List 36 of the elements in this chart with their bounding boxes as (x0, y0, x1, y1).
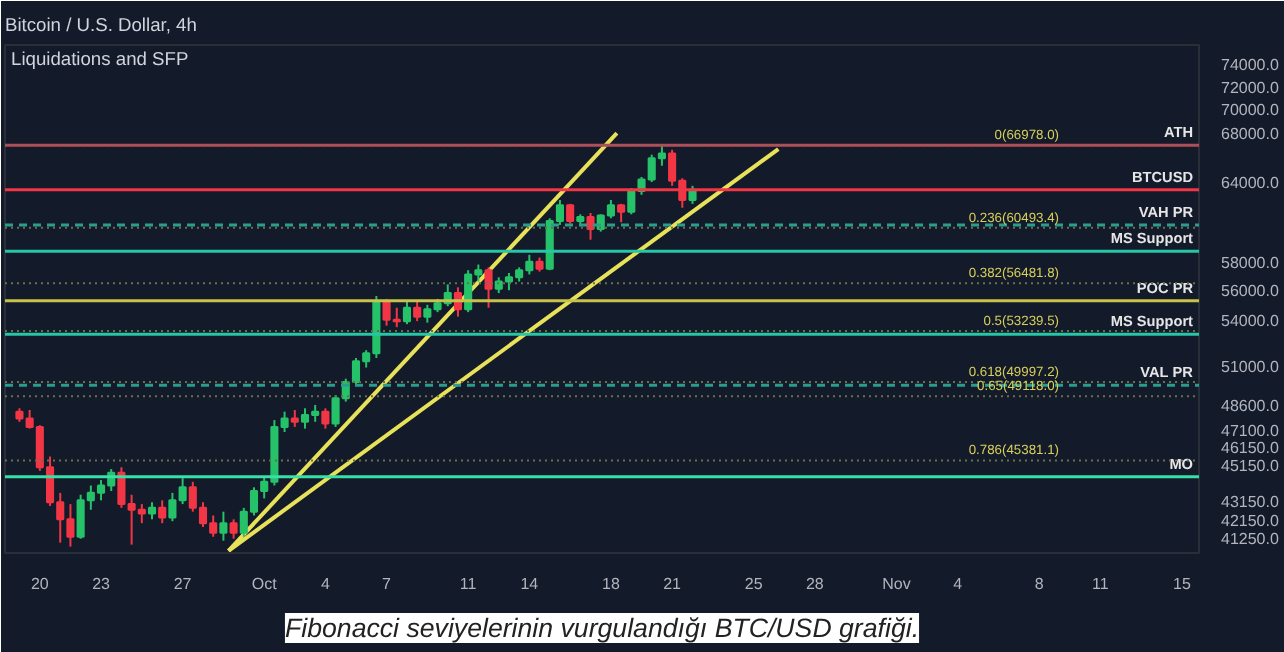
y-tick-label: 58000.0 (1221, 253, 1280, 272)
y-tick-label: 54000.0 (1221, 311, 1280, 330)
x-tick-label: 28 (805, 575, 825, 593)
y-tick-label: 45150.0 (1221, 456, 1280, 475)
x-tick-label: 4 (953, 575, 964, 593)
x-tick-label: 4 (320, 575, 331, 593)
x-tick-label: 14 (520, 575, 540, 593)
chart-subtitle: Liquidations and SFP (11, 49, 189, 69)
y-tick-label: 64000.0 (1221, 174, 1280, 193)
y-tick-label: 43150.0 (1221, 493, 1280, 512)
y-tick-label: 68000.0 (1221, 124, 1280, 143)
x-tick-label: 21 (663, 575, 683, 593)
y-tick-label: 74000.0 (1221, 56, 1280, 75)
x-tick-label: 18 (602, 575, 621, 593)
text: Fibonacci seviyelerinin vurgulandığı BTC/USD grafiği. (284, 613, 920, 643)
y-tick-label: 51000.0 (1221, 357, 1280, 376)
y-tick-label: 70000.0 (1221, 101, 1280, 120)
y-tick-label: 46150.0 (1221, 438, 1280, 457)
x-tick-label: 23 (92, 575, 112, 593)
y-tick-label: 41250.0 (1221, 529, 1280, 548)
x-tick-label: 7 (382, 575, 393, 593)
y-tick-label: 56000.0 (1221, 282, 1280, 301)
x-tick-label: Nov (882, 575, 911, 593)
chart-title: Bitcoin / U.S. Dollar, 4h (5, 15, 197, 35)
x-tick-label: Oct (251, 575, 279, 593)
x-tick-label: 25 (744, 575, 764, 593)
y-tick-label: 72000.0 (1221, 78, 1280, 97)
y-tick-label: 48600.0 (1221, 396, 1280, 415)
x-tick-label: 8 (1034, 575, 1045, 593)
x-tick-label: 15 (1173, 575, 1192, 593)
x-tick-label: 27 (173, 575, 193, 593)
x-tick-label: 11 (459, 575, 478, 593)
y-tick-label: 42150.0 (1221, 512, 1280, 531)
y-tick-label: 47100.0 (1221, 422, 1280, 441)
x-tick-label: 20 (30, 575, 50, 593)
x-tick-label: 11 (1092, 575, 1110, 593)
